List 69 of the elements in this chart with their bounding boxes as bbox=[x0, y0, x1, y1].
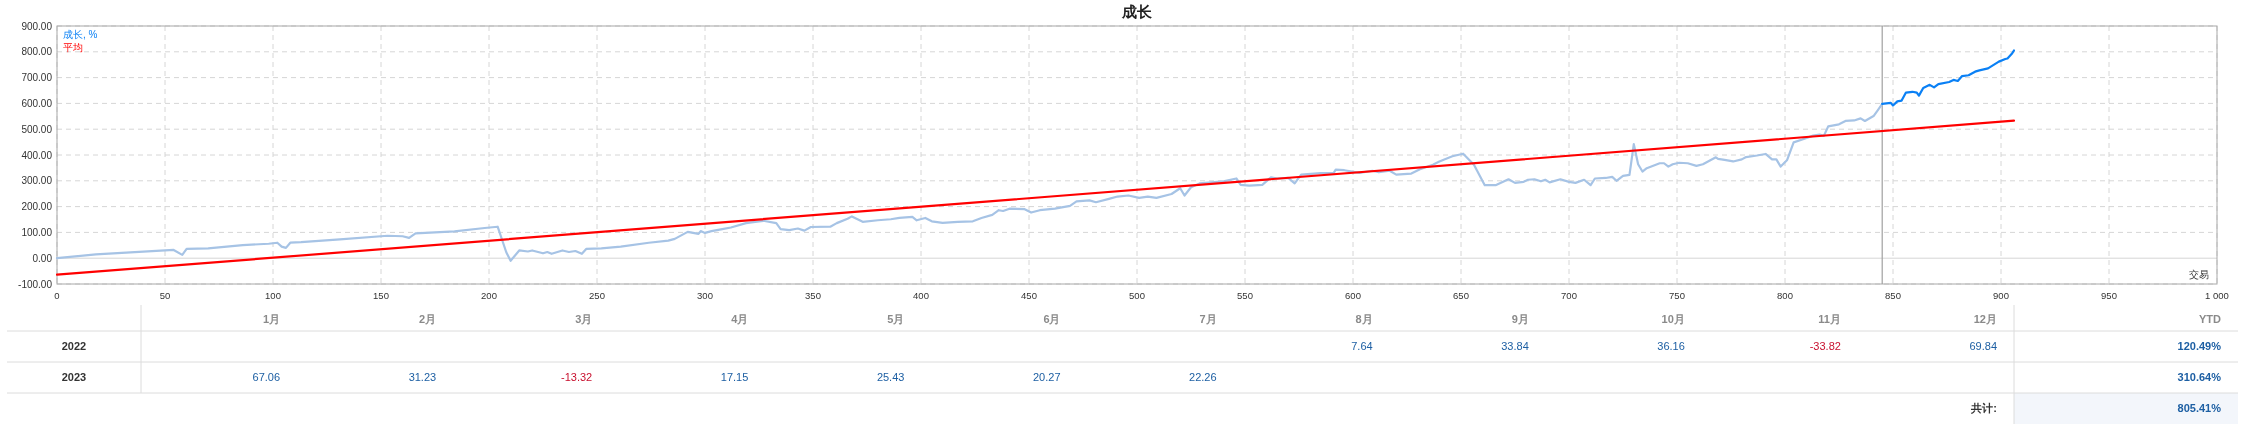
x-tick-label: 3月 bbox=[575, 312, 593, 325]
x-tick-label: 0 bbox=[54, 290, 60, 301]
text: 成长, % bbox=[63, 29, 98, 40]
y-tick-label: 700.00 bbox=[21, 72, 53, 84]
x-tick-label: 6月 bbox=[1043, 312, 1061, 325]
x-tick-label: 200 bbox=[481, 290, 497, 301]
y-tick-label: 600.00 bbox=[21, 97, 53, 109]
x-tick-label: 150 bbox=[373, 290, 389, 301]
x-tick-label: 10月 bbox=[1661, 312, 1685, 325]
data-label: 7.64 bbox=[1351, 340, 1373, 353]
x-tick-label: 4月 bbox=[731, 312, 749, 325]
data-label: 17.15 bbox=[720, 371, 749, 384]
x-tick-label: 950 bbox=[2101, 290, 2117, 301]
x-tick-label: 400 bbox=[913, 290, 929, 301]
y-tick-label: 400.00 bbox=[21, 149, 53, 161]
data-label: 20.27 bbox=[1032, 371, 1061, 384]
x-tick-label: 8月 bbox=[1355, 312, 1373, 325]
x-tick-label: 1 000 bbox=[2205, 290, 2229, 301]
x-tick-label: 7月 bbox=[1199, 312, 1217, 325]
y-tick-label: 900.00 bbox=[21, 20, 53, 32]
x-tick-label: 450 bbox=[1021, 290, 1037, 301]
x-tick-label: 250 bbox=[589, 290, 605, 301]
y-tick-label: 0.00 bbox=[32, 252, 53, 264]
data-label: -33.82 bbox=[1809, 340, 1841, 353]
x-tick-label: 750 bbox=[1669, 290, 1685, 301]
x-tick-label: 50 bbox=[159, 290, 171, 301]
x-tick-label: 9月 bbox=[1511, 312, 1529, 325]
x-tick-label: 600 bbox=[1345, 290, 1361, 301]
text: 平均 bbox=[63, 42, 83, 53]
x-tick-label: 11月 bbox=[1818, 312, 1841, 325]
y-tick-label: 500.00 bbox=[21, 123, 53, 135]
y-tick-label: 2022 bbox=[61, 340, 87, 353]
data-label: 120.49% bbox=[2177, 340, 2222, 353]
data-label: -13.32 bbox=[561, 371, 593, 384]
y-tick-label: 300.00 bbox=[21, 175, 53, 187]
data-label: 31.23 bbox=[408, 371, 437, 384]
y-tick-label: 100.00 bbox=[21, 226, 53, 238]
x-tick-label: 350 bbox=[805, 290, 821, 301]
y-tick-label: 800.00 bbox=[21, 46, 53, 58]
x-tick-label: 100 bbox=[265, 290, 281, 301]
annotation: 共计: bbox=[1970, 402, 1997, 416]
x-tick-label: 5月 bbox=[887, 312, 905, 325]
chart-title: 成长 bbox=[1121, 3, 1153, 20]
data-label: 22.26 bbox=[1189, 371, 1217, 384]
x-tick-label: 500 bbox=[1129, 290, 1145, 301]
x-tick-label: YTD bbox=[2199, 312, 2222, 325]
y-tick-label: -100.00 bbox=[18, 278, 53, 290]
data-label: 310.64% bbox=[2177, 371, 2222, 384]
data-label: 67.06 bbox=[252, 371, 281, 384]
x-tick-label: 550 bbox=[1237, 290, 1253, 301]
x-tick-label: 850 bbox=[1885, 290, 1901, 301]
x-tick-label: 700 bbox=[1561, 290, 1577, 301]
data-label: 805.41% bbox=[2177, 402, 2222, 415]
data-label: 69.84 bbox=[1969, 340, 1997, 353]
data-label: 36.16 bbox=[1657, 340, 1685, 353]
data-label: 25.43 bbox=[876, 371, 905, 384]
line-series bbox=[1881, 49, 2016, 107]
x-tick-label: 12月 bbox=[1973, 312, 1997, 325]
line-series bbox=[55, 102, 1884, 262]
x-tick-label: 650 bbox=[1453, 290, 1469, 301]
x-tick-label: 1月 bbox=[262, 312, 281, 325]
x-axis-title: 交易 bbox=[2189, 269, 2209, 280]
x-tick-label: 900 bbox=[1993, 290, 2009, 301]
y-tick-label: 2023 bbox=[61, 371, 87, 384]
y-tick-label: 200.00 bbox=[21, 201, 53, 213]
x-tick-label: 300 bbox=[697, 290, 713, 301]
x-tick-label: 800 bbox=[1777, 290, 1793, 301]
data-label: 33.84 bbox=[1501, 340, 1529, 353]
x-tick-label: 2月 bbox=[419, 312, 437, 325]
